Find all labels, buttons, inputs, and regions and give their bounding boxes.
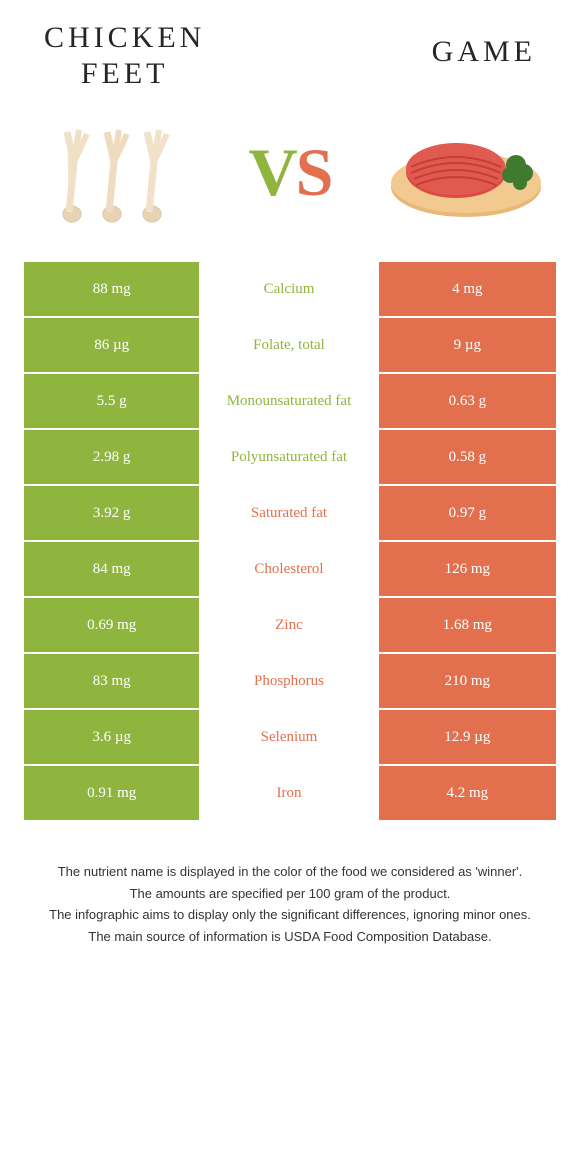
left-value-cell: 0.69 mg xyxy=(24,598,201,652)
left-value-cell: 88 mg xyxy=(24,262,201,316)
nutrient-label-cell: Folate, total xyxy=(201,318,378,372)
table-row: 3.6 µgSelenium12.9 µg xyxy=(24,710,556,766)
left-value-cell: 84 mg xyxy=(24,542,201,596)
left-value-cell: 86 µg xyxy=(24,318,201,372)
right-value-cell: 210 mg xyxy=(379,654,556,708)
table-row: 2.98 gPolyunsaturated fat0.58 g xyxy=(24,430,556,486)
table-row: 88 mgCalcium4 mg xyxy=(24,262,556,318)
title-text: GAME xyxy=(432,35,536,68)
left-value-cell: 83 mg xyxy=(24,654,201,708)
right-value-cell: 12.9 µg xyxy=(379,710,556,764)
title-line: CHICKEN xyxy=(44,21,205,54)
vs-s: S xyxy=(296,134,332,210)
nutrient-label-cell: Cholesterol xyxy=(201,542,378,596)
table-row: 86 µgFolate, total9 µg xyxy=(24,318,556,374)
title-line: FEET xyxy=(81,57,169,90)
table-row: 84 mgCholesterol126 mg xyxy=(24,542,556,598)
left-value-cell: 5.5 g xyxy=(24,374,201,428)
table-row: 0.91 mgIron4.2 mg xyxy=(24,766,556,822)
left-value-cell: 3.6 µg xyxy=(24,710,201,764)
nutrient-label-cell: Phosphorus xyxy=(201,654,378,708)
table-row: 0.69 mgZinc1.68 mg xyxy=(24,598,556,654)
right-value-cell: 1.68 mg xyxy=(379,598,556,652)
vs-v: V xyxy=(249,134,296,210)
nutrient-table: 88 mgCalcium4 mg86 µgFolate, total9 µg5.… xyxy=(24,262,556,822)
vs-label: VS xyxy=(249,133,332,212)
table-row: 5.5 gMonounsaturated fat0.63 g xyxy=(24,374,556,430)
footnote-line: The main source of information is USDA F… xyxy=(34,927,546,947)
footnote-line: The amounts are specified per 100 gram o… xyxy=(34,884,546,904)
right-value-cell: 0.97 g xyxy=(379,486,556,540)
game-meat-image xyxy=(386,112,546,232)
left-value-cell: 3.92 g xyxy=(24,486,201,540)
left-value-cell: 2.98 g xyxy=(24,430,201,484)
right-value-cell: 9 µg xyxy=(379,318,556,372)
right-value-cell: 126 mg xyxy=(379,542,556,596)
nutrient-label-cell: Iron xyxy=(201,766,378,820)
right-food-title: GAME xyxy=(432,34,536,70)
nutrient-label-cell: Selenium xyxy=(201,710,378,764)
right-value-cell: 4.2 mg xyxy=(379,766,556,820)
table-row: 3.92 gSaturated fat0.97 g xyxy=(24,486,556,542)
chicken-feet-image xyxy=(34,112,194,232)
right-value-cell: 0.58 g xyxy=(379,430,556,484)
footnote-line: The nutrient name is displayed in the co… xyxy=(34,862,546,882)
header-row: CHICKEN FEET GAME xyxy=(24,20,556,92)
nutrient-label-cell: Saturated fat xyxy=(201,486,378,540)
left-value-cell: 0.91 mg xyxy=(24,766,201,820)
left-food-title: CHICKEN FEET xyxy=(44,20,205,92)
footnote-line: The infographic aims to display only the… xyxy=(34,905,546,925)
nutrient-label-cell: Polyunsaturated fat xyxy=(201,430,378,484)
table-row: 83 mgPhosphorus210 mg xyxy=(24,654,556,710)
right-value-cell: 0.63 g xyxy=(379,374,556,428)
nutrient-label-cell: Calcium xyxy=(201,262,378,316)
nutrient-label-cell: Monounsaturated fat xyxy=(201,374,378,428)
right-value-cell: 4 mg xyxy=(379,262,556,316)
infographic-container: CHICKEN FEET GAME xyxy=(0,0,580,968)
nutrient-label-cell: Zinc xyxy=(201,598,378,652)
footnotes: The nutrient name is displayed in the co… xyxy=(24,862,556,946)
images-row: VS xyxy=(24,112,556,232)
